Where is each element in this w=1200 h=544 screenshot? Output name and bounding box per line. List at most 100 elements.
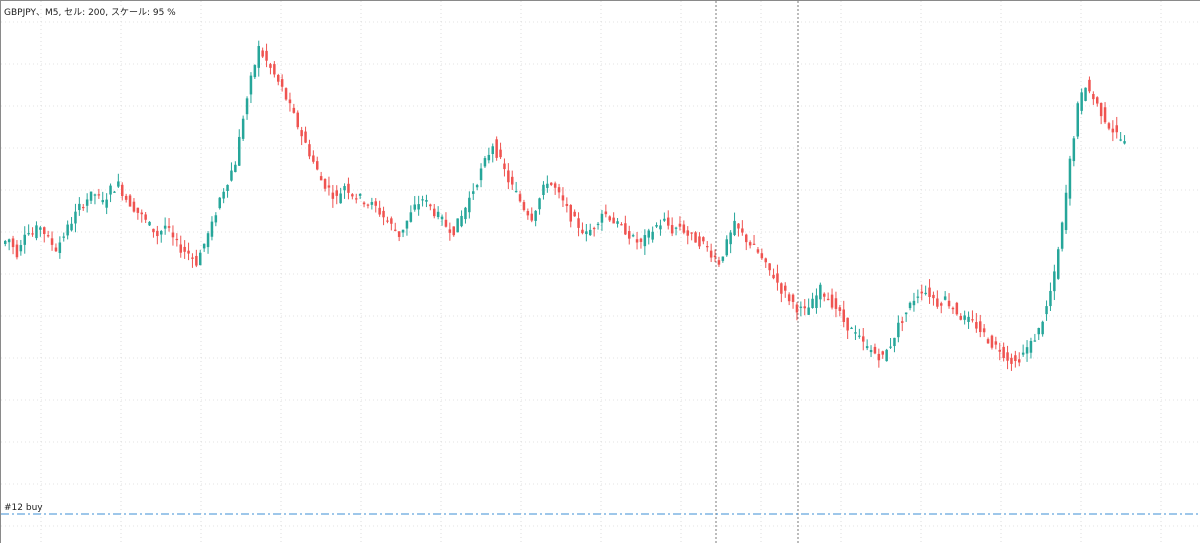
candle-bullish[interactable] — [234, 161, 237, 173]
candle-bullish[interactable] — [113, 190, 116, 193]
candle-bullish[interactable] — [148, 221, 151, 227]
candle-bearish[interactable] — [702, 236, 705, 245]
candle-bearish[interactable] — [394, 222, 397, 232]
candle-bullish[interactable] — [643, 229, 647, 255]
candle-bearish[interactable] — [698, 232, 701, 250]
candle-bearish[interactable] — [386, 216, 389, 224]
candle-bearish[interactable] — [686, 226, 690, 245]
candle-bearish[interactable] — [82, 204, 85, 211]
candle-bearish[interactable] — [776, 264, 779, 291]
candle-bullish[interactable] — [916, 289, 920, 304]
candle-bullish[interactable] — [1119, 132, 1122, 142]
candle-bearish[interactable] — [261, 47, 264, 58]
candle-bullish[interactable] — [464, 206, 467, 224]
candle-bearish[interactable] — [565, 197, 569, 213]
candle-bullish[interactable] — [105, 193, 108, 215]
candle-bearish[interactable] — [877, 348, 881, 368]
candle-bullish[interactable] — [589, 223, 592, 236]
candle-bearish[interactable] — [292, 103, 296, 114]
candle-bearish[interactable] — [764, 257, 768, 268]
candle-bearish[interactable] — [951, 306, 955, 314]
candle-bullish[interactable] — [600, 210, 604, 231]
candle-bearish[interactable] — [312, 150, 315, 164]
candle-bullish[interactable] — [245, 96, 249, 120]
candle-bearish[interactable] — [31, 227, 34, 237]
candle-bearish[interactable] — [296, 110, 300, 130]
candle-bullish[interactable] — [472, 183, 475, 200]
candle-bullish[interactable] — [74, 203, 77, 233]
candle-bullish[interactable] — [733, 212, 736, 237]
candle-bullish[interactable] — [214, 212, 218, 227]
candle-bearish[interactable] — [787, 292, 791, 306]
candle-bullish[interactable] — [401, 229, 405, 238]
candle-bullish[interactable] — [23, 226, 27, 254]
candle-bearish[interactable] — [752, 234, 756, 245]
candle-bullish[interactable] — [1029, 337, 1033, 359]
candle-bearish[interactable] — [670, 217, 674, 237]
candle-bearish[interactable] — [772, 268, 775, 280]
candle-bearish[interactable] — [667, 210, 670, 230]
candle-bullish[interactable] — [1045, 300, 1048, 321]
candle-bullish[interactable] — [93, 193, 97, 205]
candle-bullish[interactable] — [39, 226, 42, 237]
candle-bearish[interactable] — [54, 243, 58, 253]
candle-bearish[interactable] — [124, 193, 128, 203]
candle-bearish[interactable] — [608, 215, 612, 222]
candle-bearish[interactable] — [745, 233, 748, 251]
candle-bullish[interactable] — [58, 236, 62, 259]
candle-bullish[interactable] — [1025, 340, 1029, 362]
candle-bullish[interactable] — [967, 311, 970, 329]
candle-bearish[interactable] — [526, 208, 530, 220]
candle-bearish[interactable] — [717, 256, 721, 267]
candle-bearish[interactable] — [269, 62, 272, 75]
candle-bearish[interactable] — [195, 249, 198, 268]
candle-bullish[interactable] — [440, 214, 444, 226]
candle-bearish[interactable] — [569, 204, 573, 228]
candle-bearish[interactable] — [175, 233, 179, 247]
candle-bullish[interactable] — [199, 249, 202, 266]
candle-bearish[interactable] — [187, 242, 190, 261]
candle-bullish[interactable] — [249, 72, 253, 104]
candle-bullish[interactable] — [343, 183, 346, 199]
candle-bullish[interactable] — [1041, 320, 1044, 337]
candle-bearish[interactable] — [316, 156, 319, 171]
candle-bearish[interactable] — [901, 316, 904, 332]
candle-bullish[interactable] — [514, 181, 518, 193]
candle-bullish[interactable] — [1033, 333, 1037, 342]
candle-bearish[interactable] — [319, 171, 323, 181]
candle-bullish[interactable] — [19, 239, 23, 256]
candle-bullish[interactable] — [546, 175, 549, 193]
candle-bearish[interactable] — [277, 73, 280, 86]
candle-bullish[interactable] — [370, 197, 374, 210]
candle-bearish[interactable] — [1092, 91, 1095, 105]
candle-bearish[interactable] — [862, 327, 865, 351]
candle-bullish[interactable] — [202, 243, 206, 252]
candle-bearish[interactable] — [1006, 345, 1009, 370]
candle-bearish[interactable] — [592, 226, 596, 237]
candle-bearish[interactable] — [288, 92, 292, 112]
candle-bearish[interactable] — [920, 284, 924, 301]
candle-bullish[interactable] — [210, 216, 214, 241]
candle-bearish[interactable] — [280, 74, 284, 92]
candle-bearish[interactable] — [11, 235, 15, 255]
candle-bullish[interactable] — [1021, 344, 1025, 357]
candle-bearish[interactable] — [561, 187, 565, 207]
candle-bearish[interactable] — [374, 198, 378, 213]
candle-bullish[interactable] — [117, 173, 120, 188]
candle-bullish[interactable] — [651, 226, 654, 243]
candle-bullish[interactable] — [865, 339, 869, 351]
candle-bullish[interactable] — [230, 162, 233, 182]
candle-bearish[interactable] — [979, 314, 982, 338]
candle-bearish[interactable] — [577, 212, 580, 237]
candle-bearish[interactable] — [553, 181, 557, 195]
candle-bullish[interactable] — [729, 230, 732, 254]
candle-bearish[interactable] — [518, 190, 522, 203]
candle-bullish[interactable] — [358, 193, 362, 200]
candle-bullish[interactable] — [1068, 155, 1072, 206]
candle-bullish[interactable] — [897, 315, 900, 343]
candle-bullish[interactable] — [1076, 101, 1080, 140]
candle-bearish[interactable] — [265, 43, 268, 68]
candle-bullish[interactable] — [1084, 87, 1087, 102]
candle-bearish[interactable] — [351, 193, 354, 200]
